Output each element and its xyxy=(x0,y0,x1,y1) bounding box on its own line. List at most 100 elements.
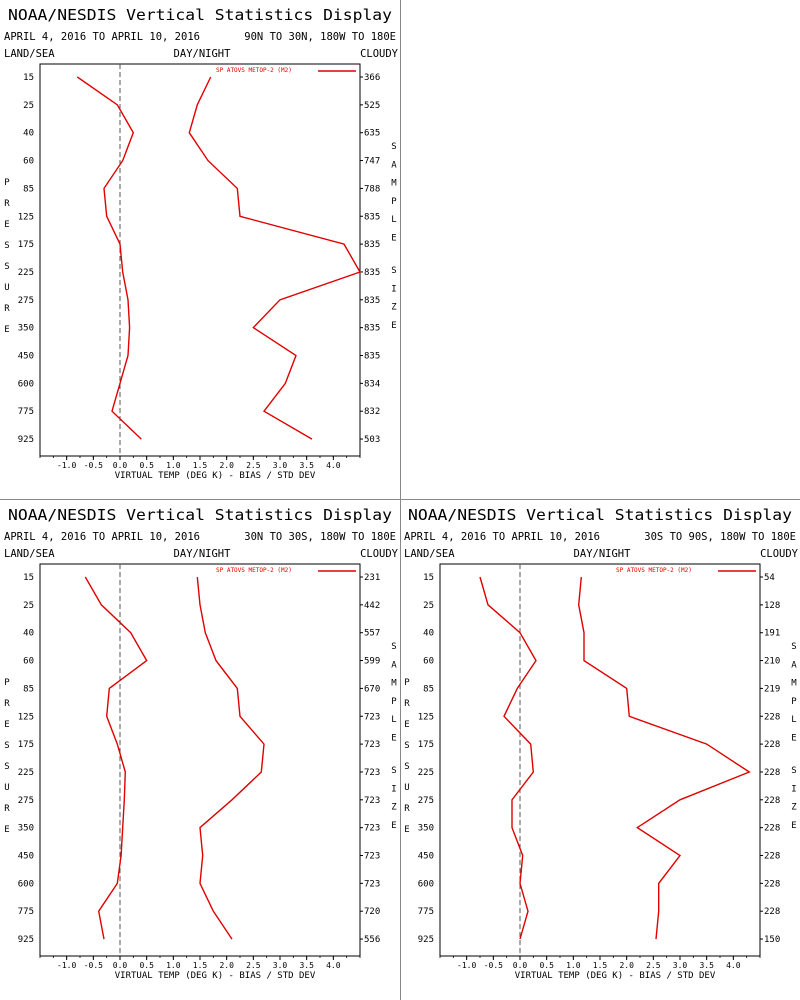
x-tick-label: 3.5 xyxy=(299,961,314,970)
sample-size-value: 228 xyxy=(764,712,780,722)
size-axis-letter: Z xyxy=(391,803,397,813)
sample-size-value: 228 xyxy=(764,796,780,806)
pressure-axis-letter: E xyxy=(4,720,9,730)
legend-label: SP ATOVS METOP-2 (M2) xyxy=(616,567,692,574)
sample-axis-letter: E xyxy=(391,734,396,744)
size-axis-letter: I xyxy=(391,784,396,794)
x-tick-label: 4.0 xyxy=(326,961,341,970)
pressure-tick-label: 60 xyxy=(23,157,34,167)
pressure-tick-label: 450 xyxy=(18,852,34,862)
day-night-label: DAY/NIGHT xyxy=(574,548,632,560)
pressure-tick-label: 175 xyxy=(418,740,434,750)
pressure-axis-letter: S xyxy=(404,762,409,772)
cloudy-label: CLOUDY xyxy=(360,548,399,560)
pressure-tick-label: 775 xyxy=(18,907,34,917)
region-label: 90N TO 30N, 180W TO 180E xyxy=(244,31,396,43)
plot-frame xyxy=(39,563,361,957)
x-tick-label: 0.0 xyxy=(113,961,128,970)
sample-axis-letter: E xyxy=(391,234,396,244)
x-tick-label: 1.5 xyxy=(193,961,208,970)
pressure-axis-letter: U xyxy=(4,283,9,293)
pressure-tick-label: 600 xyxy=(18,379,34,389)
x-tick-label: -1.0 xyxy=(57,961,76,970)
pressure-tick-label: 925 xyxy=(18,935,34,945)
pressure-tick-label: 450 xyxy=(418,852,434,862)
pressure-tick-label: 60 xyxy=(423,657,434,667)
sample-size-value: 503 xyxy=(364,435,380,445)
pressure-tick-label: 225 xyxy=(418,768,434,778)
pressure-tick-label: 925 xyxy=(418,935,434,945)
panel-top-left: NOAA/NESDIS Vertical Statistics Display A… xyxy=(0,0,400,500)
sample-size-value: 557 xyxy=(364,629,380,639)
sample-axis-letter: S xyxy=(791,642,796,652)
pressure-axis-letter: U xyxy=(4,783,9,793)
size-axis-letter: Z xyxy=(791,803,797,813)
pressure-tick-label: 225 xyxy=(18,268,34,278)
vertical-stats-chart: NOAA/NESDIS Vertical Statistics Display A… xyxy=(4,6,399,481)
pressure-axis-letter: S xyxy=(4,741,9,751)
x-tick-label: -0.5 xyxy=(84,961,103,970)
pressure-tick-label: 85 xyxy=(423,684,434,694)
pressure-axis-letter: R xyxy=(404,804,410,814)
sample-size-value: 747 xyxy=(364,157,380,167)
size-axis-letter: I xyxy=(391,284,396,294)
pressure-tick-label: 225 xyxy=(18,768,34,778)
size-axis-letter: S xyxy=(391,266,396,276)
sample-axis-letter: E xyxy=(791,734,796,744)
size-axis-letter: E xyxy=(791,821,796,831)
size-axis-letter: S xyxy=(391,766,396,776)
sample-size-value: 835 xyxy=(364,268,380,278)
pressure-axis-letter: E xyxy=(404,825,409,835)
plot-frame xyxy=(39,63,361,457)
panel-bottom-right: NOAA/NESDIS Vertical Statistics Display A… xyxy=(400,500,800,1000)
land-sea-label: LAND/SEA xyxy=(4,548,55,560)
size-axis-letter: I xyxy=(791,784,796,794)
chart-title: NOAA/NESDIS Vertical Statistics Display xyxy=(8,506,392,524)
pressure-axis-letter: P xyxy=(4,678,10,688)
sample-axis-letter: L xyxy=(791,715,796,725)
sample-size-value: 556 xyxy=(364,935,380,945)
sample-axis-letter: M xyxy=(391,679,397,689)
sample-size-value: 723 xyxy=(364,824,380,834)
sample-size-value: 832 xyxy=(364,407,380,417)
sample-axis-letter: M xyxy=(391,179,397,189)
size-axis-letter: Z xyxy=(391,303,397,313)
x-tick-label: 2.0 xyxy=(219,461,234,470)
pressure-tick-label: 175 xyxy=(18,740,34,750)
chart-title: NOAA/NESDIS Vertical Statistics Display xyxy=(408,506,792,524)
pressure-tick-label: 15 xyxy=(23,573,34,583)
sample-size-value: 723 xyxy=(364,879,380,889)
plot-frame xyxy=(439,563,761,957)
x-tick-label: 1.0 xyxy=(166,461,181,470)
sample-axis-letter: P xyxy=(791,697,797,707)
x-tick-label: 1.5 xyxy=(593,961,608,970)
sample-axis-letter: S xyxy=(391,142,396,152)
sample-size-value: 835 xyxy=(364,296,380,306)
x-tick-label: -0.5 xyxy=(484,961,503,970)
sample-size-value: 723 xyxy=(364,712,380,722)
sample-axis-letter: M xyxy=(791,679,797,689)
sample-size-value: 525 xyxy=(364,101,380,111)
sample-size-value: 191 xyxy=(764,629,780,639)
pressure-axis-letter: P xyxy=(404,678,410,688)
pressure-tick-label: 600 xyxy=(418,879,434,889)
pressure-axis-letter: E xyxy=(4,220,9,230)
x-tick-label: 0.0 xyxy=(113,461,128,470)
pressure-axis-letter: R xyxy=(4,804,10,814)
x-tick-label: 0.0 xyxy=(513,961,528,970)
x-axis-label: VIRTUAL TEMP (DEG K) - BIAS / STD DEV xyxy=(515,971,716,981)
x-tick-label: 1.0 xyxy=(166,961,181,970)
sample-size-value: 231 xyxy=(364,573,380,583)
x-tick-label: 4.0 xyxy=(726,961,741,970)
pressure-tick-label: 15 xyxy=(423,573,434,583)
x-tick-label: 2.5 xyxy=(246,461,261,470)
pressure-axis-letter: R xyxy=(4,304,10,314)
land-sea-label: LAND/SEA xyxy=(404,548,455,560)
pressure-tick-label: 25 xyxy=(423,601,434,611)
sample-size-value: 210 xyxy=(764,657,780,667)
pressure-axis-letter: S xyxy=(4,241,9,251)
std-dev-series-line xyxy=(196,576,265,940)
sample-size-value: 723 xyxy=(364,768,380,778)
sample-size-value: 835 xyxy=(364,352,380,362)
sample-size-value: 835 xyxy=(364,240,380,250)
